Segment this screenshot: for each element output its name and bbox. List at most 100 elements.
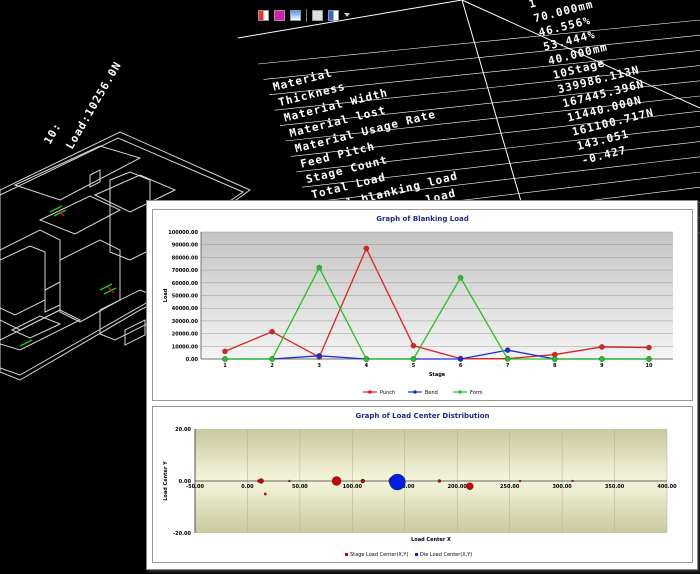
data-point	[222, 356, 228, 362]
x-axis-label: Load Center X	[411, 537, 451, 543]
report-window: Graph of Blanking Load 0.00 10000.00 20000…	[146, 200, 698, 570]
blanking-load-chart: Graph of Blanking Load 0.00 10000.00 20000…	[152, 209, 693, 401]
cad-load-label: Load:10256.0N	[63, 59, 124, 151]
data-point	[269, 356, 275, 362]
x-tick-label: 5	[412, 363, 416, 369]
y-tick-label: 60000.00	[172, 281, 199, 287]
camera-icon[interactable]	[328, 9, 339, 21]
x-tick-label: 4	[365, 363, 369, 369]
data-point	[504, 347, 511, 353]
property-row-line	[279, 80, 700, 126]
y-tick-label: 0.00	[179, 479, 192, 485]
x-tick-label: 150.00	[395, 484, 415, 490]
series-line	[224, 246, 650, 360]
x-tick-label: 3	[317, 363, 321, 369]
data-point	[552, 356, 558, 362]
property-row-line	[301, 141, 700, 188]
chart-icon[interactable]	[274, 9, 285, 21]
y-tick-label: 40000.00	[172, 306, 199, 312]
data-point	[410, 356, 417, 362]
scatter-point	[466, 482, 474, 490]
chart-title: Graph of Blanking Load	[376, 215, 469, 223]
scatter-point	[331, 476, 342, 486]
chart-title: Graph of Load Center Distribution	[355, 412, 490, 420]
property-row-line	[274, 65, 700, 111]
scatter-point	[288, 479, 291, 483]
x-axis-label: Stage	[429, 372, 446, 378]
series-line	[225, 266, 649, 360]
scatter-point	[263, 492, 267, 496]
y-tick-label: 80000.00	[172, 255, 199, 261]
legend-entry: Form	[470, 390, 483, 396]
x-tick-label: 1	[223, 363, 227, 369]
data-point	[646, 344, 652, 351]
y-axis-label: Load Center Y	[163, 461, 169, 501]
picture-icon[interactable]	[290, 9, 301, 21]
x-tick-label: 200.00	[448, 484, 468, 490]
toolbar-separator	[306, 8, 307, 22]
data-point	[599, 356, 605, 362]
data-point	[410, 342, 417, 349]
data-point	[504, 356, 511, 362]
property-row-line	[290, 110, 700, 157]
scatter-point	[518, 479, 522, 483]
clipboard-icon[interactable]	[312, 9, 323, 21]
legend-entry: Stage Load Center(X,Y)	[350, 552, 408, 558]
scatter-point	[571, 479, 574, 483]
x-tick-label: 100.00	[343, 484, 363, 490]
scatter-point	[389, 473, 406, 491]
y-tick-label: 90000.00	[172, 243, 199, 249]
property-row-line	[285, 95, 700, 142]
y-tick-label: 0.00	[186, 357, 199, 363]
property-row-line	[257, 19, 700, 65]
toolbar	[258, 7, 350, 23]
y-tick-label: 30000.00	[172, 319, 199, 325]
x-tick-label: 0.00	[241, 484, 254, 490]
x-tick-label: 300.00	[552, 484, 572, 490]
legend-marker	[458, 390, 462, 394]
x-tick-label: 2	[270, 363, 274, 369]
x-tick-label: 10	[646, 363, 653, 369]
load-center-chart: Graph of Load Center Distribution -50.00…	[152, 406, 693, 563]
property-row-line	[296, 126, 700, 173]
data-point	[269, 328, 275, 335]
y-tick-label: 20000.00	[172, 332, 199, 338]
y-axis-label: Load	[163, 288, 169, 302]
property-row-line	[268, 50, 700, 96]
property-value: 1	[528, 0, 539, 11]
data-point	[316, 353, 322, 359]
legend-swatch	[415, 553, 418, 556]
chevron-down-icon[interactable]	[344, 13, 350, 17]
blanking-load-plot: 0.00 10000.00 20000.00 30000.00 40000.00 5000…	[163, 230, 673, 396]
grid-icon[interactable]	[258, 9, 269, 21]
scatter-point	[437, 479, 442, 483]
data-point	[363, 356, 370, 362]
y-tick-label: 20.00	[175, 427, 191, 433]
legend-entry: Die Load Center(X,Y)	[420, 552, 472, 558]
data-point	[457, 356, 464, 362]
x-tick-label: 8	[553, 363, 557, 369]
x-tick-label: 6	[459, 363, 463, 369]
y-tick-label: 100000.00	[168, 230, 198, 236]
x-tick-label: 7	[506, 363, 510, 369]
data-point	[646, 356, 652, 362]
legend-swatch	[345, 553, 348, 556]
x-tick-label: 9	[600, 363, 604, 369]
scatter-point	[360, 478, 366, 484]
data-point	[457, 274, 464, 281]
legend-marker	[368, 390, 372, 394]
y-tick-label: 10000.00	[172, 344, 199, 350]
cad-stage-id: 10:	[41, 120, 64, 146]
x-tick-label: 250.00	[500, 484, 520, 490]
scatter-point	[258, 478, 264, 484]
y-tick-label: 70000.00	[172, 268, 199, 274]
property-row-line	[263, 34, 700, 80]
data-point	[363, 245, 370, 252]
load-center-plot: -50.000.0050.00100.00150.00200.00250.003…	[163, 427, 677, 558]
x-tick-label: 400.00	[657, 484, 677, 490]
cad-highlight-marks	[57, 209, 115, 294]
property-row-line	[307, 156, 700, 203]
legend-marker	[413, 390, 417, 394]
data-point	[316, 264, 322, 271]
y-tick-label: 50000.00	[172, 294, 199, 300]
